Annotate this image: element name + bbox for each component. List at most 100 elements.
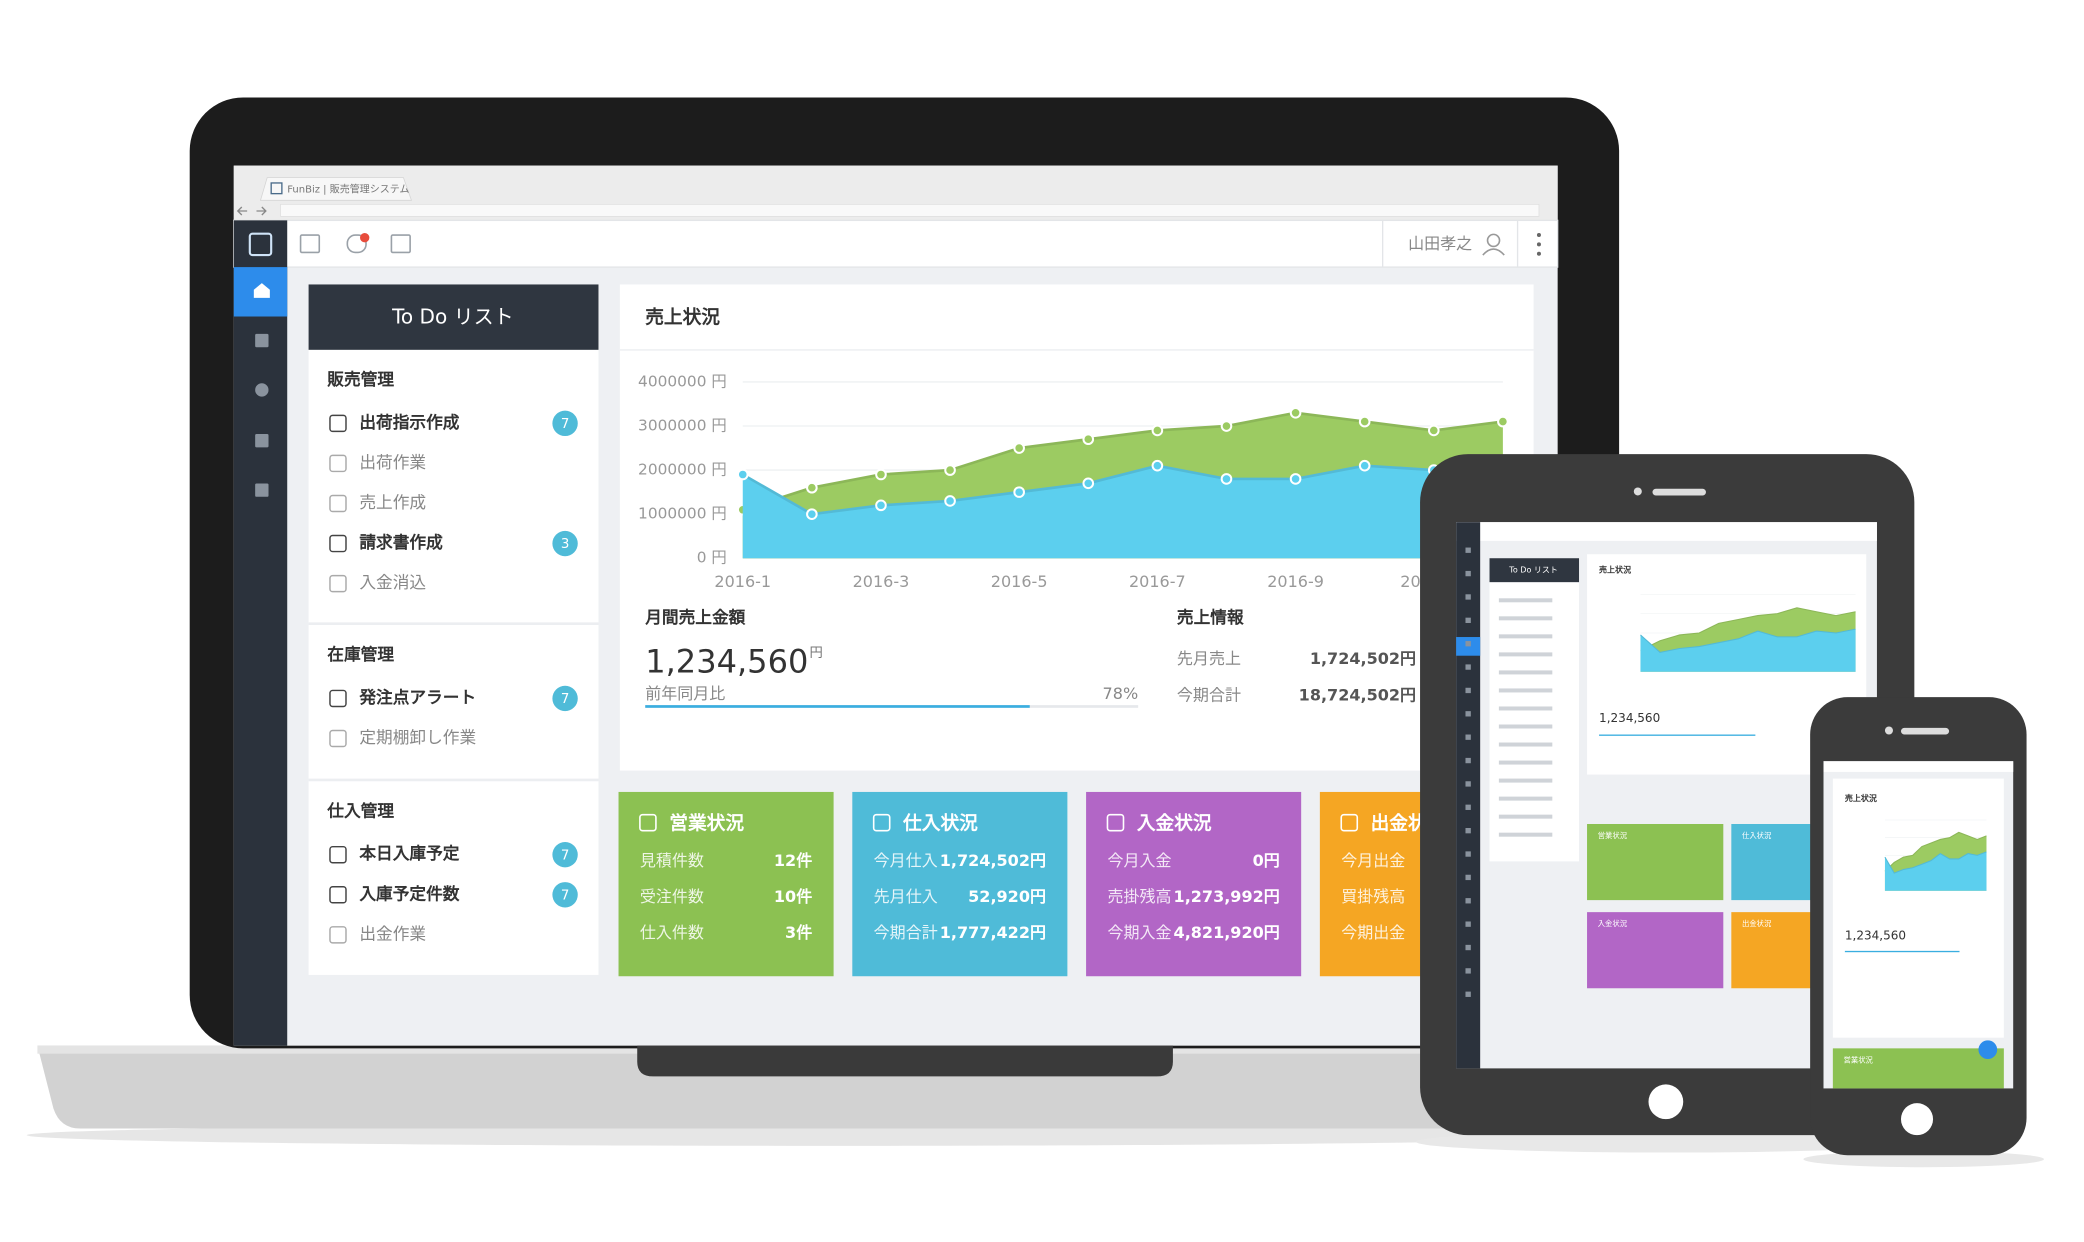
todo-item[interactable]: 出金作業 (359, 924, 426, 943)
tablet-card-title: 仕入状況 (1742, 831, 1772, 840)
tablet-sidebar-icon (1465, 570, 1471, 577)
tablet-todo-line (1498, 598, 1553, 603)
item-icon (329, 454, 347, 473)
tablet-card-title: 入金状況 (1598, 919, 1628, 928)
card-row-label: 今月入金 (1107, 851, 1171, 870)
todo-item[interactable]: 請求書作成 (359, 532, 443, 552)
data-point (1013, 442, 1025, 454)
card-row-label: 先月仕入 (874, 887, 938, 906)
tablet-todo-line (1498, 688, 1553, 693)
info-value: 1,724,502円 (1310, 649, 1416, 668)
todo-item[interactable]: 本日入庫予定 (358, 843, 459, 863)
tablet-todo-title: To Do リスト (1508, 566, 1558, 575)
phone-camera (1884, 726, 1893, 735)
tablet-header (1456, 522, 1877, 541)
monthly-amount: 1,234,560 (645, 643, 808, 681)
info-value: 18,724,502円 (1299, 685, 1416, 704)
header-icon[interactable] (299, 234, 321, 254)
menu-dot[interactable] (1536, 251, 1541, 256)
tablet-camera (1633, 487, 1642, 496)
notification-dot (360, 233, 370, 243)
card-row-label: 買掛残高 (1341, 887, 1405, 906)
item-icon (329, 494, 347, 513)
menu-dot[interactable] (1536, 242, 1541, 247)
card-title: 仕入状況 (902, 812, 978, 834)
ratio-bar (645, 705, 1030, 708)
card-row-value: 1,724,502円 (940, 851, 1046, 870)
item-icon (329, 534, 347, 553)
user-icon (1486, 233, 1501, 248)
count-badge-label: 7 (561, 888, 570, 903)
card-row-value: 1,273,992円 (1174, 887, 1280, 906)
area-fill (1884, 851, 1987, 891)
phone-scroll-top[interactable] (1978, 1040, 1998, 1060)
card-row-label: 今期出金 (1341, 923, 1405, 942)
phone-shadow (1803, 1151, 2044, 1168)
user-name[interactable]: 山田孝之 (1408, 234, 1472, 253)
phone-home-button (1900, 1103, 1934, 1136)
sales-chart: 0 円 1000000 円 2000000 円 3000000 円 4000000 円 2… (638, 372, 1509, 591)
data-point (875, 499, 887, 512)
todo-item[interactable]: 売上作成 (359, 493, 426, 512)
item-icon (329, 574, 347, 593)
tablet-card-title: 営業状況 (1598, 831, 1628, 840)
area-fill (742, 461, 1503, 559)
todo-item[interactable]: 入庫予定件数 (359, 883, 459, 903)
data-point (1358, 415, 1371, 428)
tablet-speaker (1652, 488, 1706, 496)
status-card (852, 791, 1068, 977)
todo-item[interactable]: 定期棚卸し作業 (359, 728, 476, 747)
sidebar-icon[interactable] (255, 483, 269, 497)
todo-item[interactable]: 入金消込 (359, 573, 426, 592)
count-badge (552, 842, 578, 868)
tablet-sidebar-icon (1465, 617, 1471, 624)
count-badge-label: 3 (561, 537, 570, 552)
tablet-sidebar (1456, 522, 1481, 1069)
sales-title: 売上状況 (645, 306, 720, 328)
menu-dot[interactable] (1536, 233, 1541, 238)
phone-sales-panel (1832, 778, 2004, 1038)
area-line (1884, 831, 1987, 872)
todo-item[interactable]: 発注点アラート (358, 687, 476, 707)
count-badge (552, 410, 578, 437)
todo-item[interactable]: 出荷指示作成 (359, 412, 459, 432)
tablet-sidebar-icon (1465, 944, 1471, 951)
tablet-sidebar-icon (1465, 781, 1471, 787)
sidebar-icon[interactable] (255, 383, 269, 397)
y-tick-label: 4000000 円 (638, 372, 727, 390)
card-row-label: 受注件数 (640, 887, 704, 906)
header-icon[interactable] (390, 234, 411, 254)
x-tick-label: 2016-9 (1267, 572, 1324, 591)
tablet-todo-line (1498, 778, 1553, 783)
card-row-label: 売掛残高 (1107, 887, 1171, 906)
todo-item[interactable]: 出荷作業 (359, 453, 426, 472)
tablet-todo-line (1498, 652, 1553, 657)
data-point (1358, 459, 1371, 472)
y-tick-label: 2000000 円 (638, 461, 727, 479)
card-icon (639, 813, 657, 832)
tablet-todo-header (1489, 558, 1580, 583)
data-point (1151, 459, 1164, 472)
card-row-value: 3件 (785, 923, 812, 942)
tablet-card-title: 出金状況 (1742, 919, 1772, 928)
x-tick-label: 2016-3 (853, 572, 910, 591)
data-point (1289, 473, 1302, 485)
sidebar-icon[interactable] (255, 333, 269, 348)
area-line (742, 411, 1504, 512)
sidebar-icon[interactable] (255, 434, 269, 448)
count-badge-label: 7 (561, 417, 570, 432)
laptop-notch (637, 1045, 1173, 1077)
phone-ratio-bar (1844, 950, 1960, 953)
phone-card (1832, 1048, 2004, 1089)
tablet-sidebar-icon (1465, 641, 1471, 647)
tablet-sidebar-icon (1465, 921, 1471, 927)
data-point (875, 468, 887, 481)
phone-header (1823, 761, 2014, 772)
monthly-unit: 円 (810, 646, 823, 661)
tablet-sidebar-icon (1465, 851, 1471, 857)
header-icon[interactable] (346, 234, 367, 254)
todo-body (308, 349, 599, 975)
